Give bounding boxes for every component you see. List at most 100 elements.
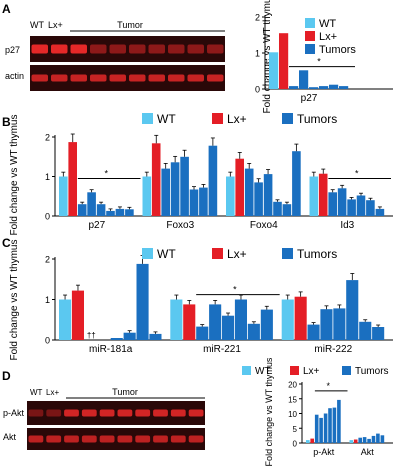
western-blot-a: WT Lx+ Tumor p27 actin (5, 20, 225, 91)
significance-marker: * (104, 168, 108, 178)
bar (292, 151, 301, 216)
legend-swatch (342, 366, 351, 375)
gel-band (153, 409, 168, 417)
bar (123, 332, 136, 340)
bar (359, 321, 372, 340)
bar (299, 70, 309, 89)
y-axis-label: Fold change vs WT thymus (9, 240, 20, 361)
legend-swatch (212, 113, 223, 124)
bar (279, 33, 289, 89)
legend-label: WT (319, 18, 336, 30)
blot-d-strip-2 (27, 428, 205, 450)
bar (294, 296, 307, 340)
bar (362, 437, 367, 443)
bar (115, 208, 125, 216)
blot-a-row-label-2: actin (5, 71, 24, 81)
bar (254, 182, 263, 216)
gel-band (46, 409, 62, 417)
bar (244, 168, 254, 216)
y-tick-label: 2 (45, 133, 50, 143)
blot-a-row-label-1: p27 (5, 45, 20, 55)
bar (380, 435, 385, 443)
gel-band (148, 74, 165, 82)
legend-swatch (305, 18, 315, 28)
blot-a-bands-1 (31, 44, 224, 54)
bar (372, 327, 385, 340)
bar (110, 338, 123, 340)
gel-band (81, 435, 97, 443)
gel-band (170, 409, 186, 417)
gel-band (187, 74, 204, 82)
y-tick-label: 20 (288, 381, 297, 390)
y-tick-label: 0 (45, 212, 50, 222)
x-group-label: Foxo4 (250, 220, 278, 231)
bar (87, 192, 96, 216)
blot-a-lx-label: Lx+ (48, 20, 63, 30)
bar (371, 435, 376, 443)
gel-band (46, 435, 62, 443)
bar (309, 87, 319, 89)
bar (310, 438, 314, 443)
legend-label: WT (157, 247, 176, 261)
chart-b: Fold change vs WT thymus 0 1 2 p27 * Foxo3 Foxo… (9, 112, 393, 235)
x-group-label: Foxo3 (166, 220, 194, 231)
gel-band (109, 74, 126, 82)
y-axis-label: Fold change vs WT thymus (262, 0, 273, 113)
bar (339, 86, 349, 89)
legend: WT Lx+ Tumors (142, 247, 337, 261)
bar (71, 290, 84, 340)
chart-d: Fold change vs WT thymus 0 5 10 15 20 p-Akt * Ak… (242, 357, 393, 466)
blot-d-tumor-label: Tumor (112, 387, 138, 397)
bar (106, 210, 115, 216)
x-group-label: miR-181a (89, 344, 133, 355)
legend-label: Lx+ (227, 112, 247, 126)
legend-swatch (142, 113, 153, 124)
y-tick-label: 2 (45, 255, 50, 265)
chart-c: Fold change vs WT thymus 0 1 2 miR-181a †† miR… (9, 240, 393, 361)
panel-letter-d: D (2, 369, 11, 383)
blot-d-bands-2 (28, 435, 204, 443)
legend-swatch (282, 113, 293, 124)
western-blot-d: WT Lx+ Tumor p-Akt Akt (3, 387, 205, 450)
x-group-label: miR-222 (314, 344, 352, 355)
gel-band (129, 74, 146, 82)
legend-swatch (242, 366, 251, 375)
gel-band (188, 435, 204, 443)
bar (358, 437, 362, 443)
y-tick-label: 1 (45, 172, 50, 182)
bar (226, 176, 235, 216)
x-group-label: p27 (301, 93, 318, 104)
bar (332, 407, 337, 443)
y-tick-label: 0 (293, 440, 298, 449)
bar (96, 204, 106, 216)
bar (222, 315, 235, 340)
y-tick-label: 15 (288, 395, 297, 404)
bar (328, 408, 332, 443)
bar (161, 168, 170, 216)
significance-marker: * (317, 57, 321, 67)
bar (68, 142, 77, 216)
y-tick-label: 0 (255, 85, 260, 95)
legend: WT Lx+ Tumors (242, 366, 389, 377)
bar (282, 204, 292, 216)
gel-band (135, 409, 151, 417)
y-tick-label: 2 (255, 13, 260, 23)
bar (314, 414, 319, 443)
gel-band (153, 435, 168, 443)
bar (136, 263, 149, 340)
legend-swatch (290, 366, 299, 375)
x-group-label: Id3 (340, 220, 354, 231)
blot-d-row-label-2: Akt (3, 432, 17, 442)
bar (320, 309, 333, 340)
bar (199, 187, 208, 216)
legend-label: Lx+ (319, 31, 337, 43)
bar (337, 399, 341, 443)
gel-band (109, 44, 126, 54)
legend-swatch (142, 248, 153, 259)
blot-d-lx-label: Lx+ (46, 388, 59, 397)
bar (208, 145, 218, 216)
y-axis-label: Fold change vs WT thymus (264, 357, 274, 466)
bar (376, 433, 380, 443)
legend-label: Tumors (297, 112, 337, 126)
